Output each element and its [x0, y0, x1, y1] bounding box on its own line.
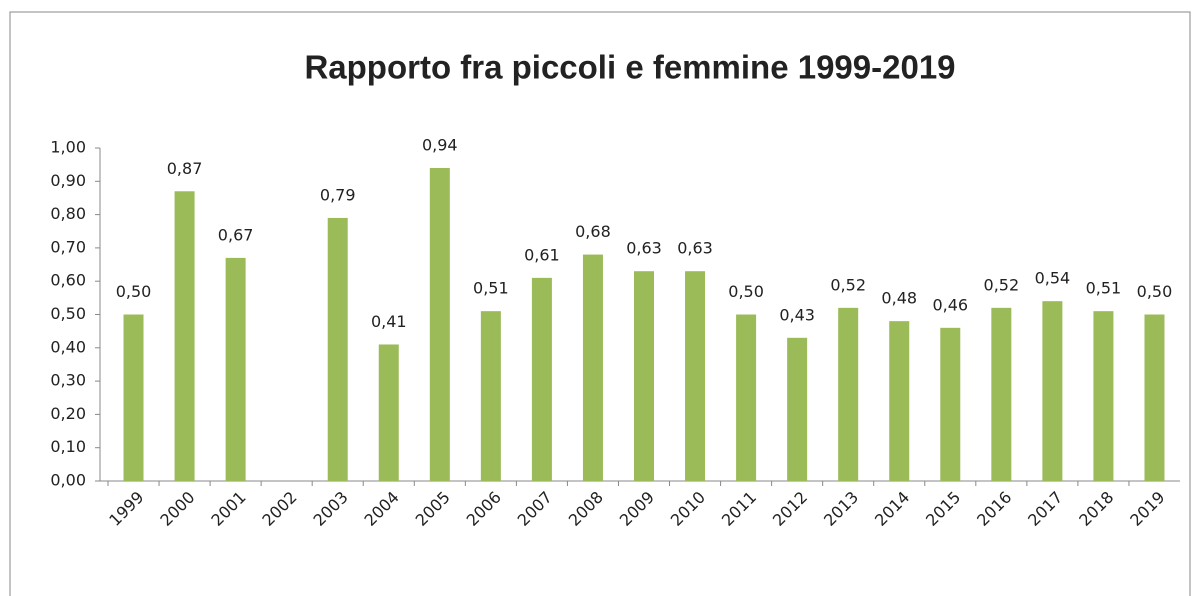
bar — [838, 307, 859, 481]
value-label: 0,50 — [728, 282, 764, 301]
bar — [174, 191, 195, 482]
y-tick-label: 0,90 — [50, 171, 86, 190]
y-tick-label: 0,30 — [50, 371, 86, 390]
bar — [889, 321, 910, 481]
y-tick-label: 1,00 — [50, 138, 86, 157]
bar — [480, 311, 501, 481]
bar — [123, 314, 144, 481]
value-label: 0,94 — [422, 135, 458, 154]
value-label: 0,41 — [371, 312, 407, 331]
value-label: 0,79 — [320, 185, 356, 204]
y-tick-label: 0,70 — [50, 237, 86, 256]
y-tick-label: 0,20 — [50, 404, 86, 423]
y-tick-label: 0,10 — [50, 437, 86, 456]
value-label: 0,63 — [677, 239, 713, 258]
chart-title: Rapporto fra piccoli e femmine 1999-2019 — [304, 49, 955, 86]
bar — [429, 167, 450, 482]
value-label: 0,54 — [1035, 269, 1071, 288]
value-label: 0,61 — [524, 245, 560, 264]
bar — [991, 307, 1012, 481]
value-label: 0,67 — [218, 225, 254, 244]
y-tick-label: 0,60 — [50, 271, 86, 290]
value-label: 0,46 — [932, 295, 968, 314]
bar — [685, 271, 706, 481]
value-label: 0,43 — [779, 305, 815, 324]
bar — [940, 327, 961, 481]
value-label: 0,51 — [473, 279, 509, 298]
y-tick-label: 0,00 — [50, 471, 86, 490]
bar — [327, 217, 348, 481]
value-label: 0,52 — [984, 275, 1020, 294]
bar — [582, 254, 603, 481]
bar — [1144, 314, 1165, 481]
bar — [225, 257, 246, 481]
value-label: 0,52 — [830, 275, 866, 294]
value-label: 0,68 — [575, 222, 611, 241]
bar — [736, 314, 757, 481]
value-label: 0,63 — [626, 239, 662, 258]
bar — [787, 337, 808, 481]
bar — [1042, 301, 1063, 481]
bar — [378, 344, 399, 481]
value-label: 0,51 — [1086, 279, 1122, 298]
y-tick-label: 0,40 — [50, 337, 86, 356]
value-label: 0,48 — [881, 289, 917, 308]
value-label: 0,87 — [167, 159, 203, 178]
y-tick-label: 0,50 — [50, 304, 86, 323]
bar — [531, 277, 552, 481]
bar — [634, 271, 654, 481]
value-label: 0,50 — [1137, 282, 1173, 301]
value-label: 0,50 — [116, 282, 152, 301]
bar — [1093, 311, 1114, 481]
y-tick-label: 0,80 — [50, 204, 86, 223]
